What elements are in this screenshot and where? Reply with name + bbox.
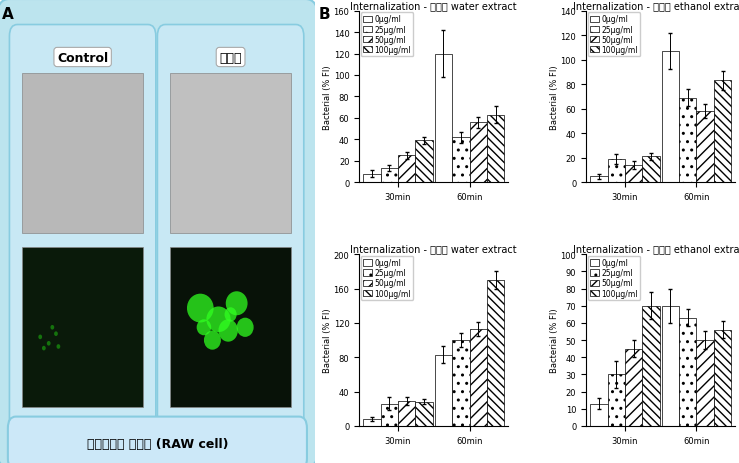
Bar [452, 340, 469, 426]
Bar [696, 112, 714, 183]
Ellipse shape [187, 294, 214, 323]
Ellipse shape [219, 319, 238, 342]
Text: B: B [319, 7, 330, 22]
Bar [642, 157, 660, 183]
Title: Internalization - 어성초 ethanol extract: Internalization - 어성초 ethanol extract [573, 244, 739, 254]
FancyBboxPatch shape [157, 25, 304, 440]
Bar [487, 115, 504, 183]
Ellipse shape [206, 307, 231, 332]
Bar [469, 123, 487, 183]
Ellipse shape [50, 325, 54, 330]
FancyBboxPatch shape [170, 74, 291, 234]
Bar [607, 160, 625, 183]
Bar [679, 318, 696, 426]
Bar [661, 52, 679, 183]
Bar [696, 340, 714, 426]
Y-axis label: Bacterial (% FI): Bacterial (% FI) [323, 65, 332, 130]
Y-axis label: Bacterial (% FI): Bacterial (% FI) [323, 308, 332, 373]
Text: 어성초: 어성초 [219, 51, 242, 64]
Text: Control: Control [57, 51, 108, 64]
Bar [607, 375, 625, 426]
Bar [469, 329, 487, 426]
Y-axis label: Bacterial (% FI): Bacterial (% FI) [550, 65, 559, 130]
Bar [398, 401, 415, 426]
Bar [381, 169, 398, 183]
Bar [642, 306, 660, 426]
Bar [415, 402, 433, 426]
Bar [364, 419, 381, 426]
Y-axis label: Bacterial (% FI): Bacterial (% FI) [550, 308, 559, 373]
Bar [714, 330, 731, 426]
Ellipse shape [38, 335, 42, 339]
Bar [590, 177, 607, 183]
Ellipse shape [225, 292, 248, 316]
Ellipse shape [225, 307, 236, 322]
Bar [661, 306, 679, 426]
Bar [435, 54, 452, 183]
Bar [590, 404, 607, 426]
Ellipse shape [236, 318, 253, 337]
Bar [679, 99, 696, 183]
Bar [452, 138, 469, 183]
Bar [381, 404, 398, 426]
Bar [625, 166, 642, 183]
Ellipse shape [54, 332, 58, 336]
FancyBboxPatch shape [10, 25, 156, 440]
Bar [398, 156, 415, 183]
Bar [415, 141, 433, 183]
Ellipse shape [204, 331, 221, 350]
Bar [487, 281, 504, 426]
Ellipse shape [56, 344, 61, 349]
FancyBboxPatch shape [8, 417, 307, 463]
FancyBboxPatch shape [170, 248, 291, 407]
Legend: 0μg/ml, 25μg/ml, 50μg/ml, 100μg/ml: 0μg/ml, 25μg/ml, 50μg/ml, 100μg/ml [588, 13, 640, 57]
Text: 탐식기능의 활성화 (RAW cell): 탐식기능의 활성화 (RAW cell) [86, 437, 228, 450]
Ellipse shape [47, 341, 50, 346]
Legend: 0μg/ml, 25μg/ml, 50μg/ml, 100μg/ml: 0μg/ml, 25μg/ml, 50μg/ml, 100μg/ml [588, 256, 640, 300]
FancyBboxPatch shape [22, 74, 143, 234]
Title: Internalization - 삼백초 ethanol extract: Internalization - 삼백초 ethanol extract [573, 1, 739, 11]
Legend: 0μg/ml, 25μg/ml, 50μg/ml, 100μg/ml: 0μg/ml, 25μg/ml, 50μg/ml, 100μg/ml [361, 256, 413, 300]
FancyBboxPatch shape [0, 0, 318, 463]
Bar [714, 81, 731, 183]
Bar [364, 174, 381, 183]
Bar [435, 355, 452, 426]
FancyBboxPatch shape [22, 248, 143, 407]
Bar [625, 349, 642, 426]
Ellipse shape [42, 346, 46, 350]
Legend: 0μg/ml, 25μg/ml, 50μg/ml, 100μg/ml: 0μg/ml, 25μg/ml, 50μg/ml, 100μg/ml [361, 13, 413, 57]
Ellipse shape [197, 319, 211, 336]
Text: A: A [1, 7, 13, 22]
Title: Internalization - 어성초 water extract: Internalization - 어성초 water extract [350, 244, 517, 254]
Title: Internalization - 삼백초 water extract: Internalization - 삼백초 water extract [350, 1, 517, 11]
